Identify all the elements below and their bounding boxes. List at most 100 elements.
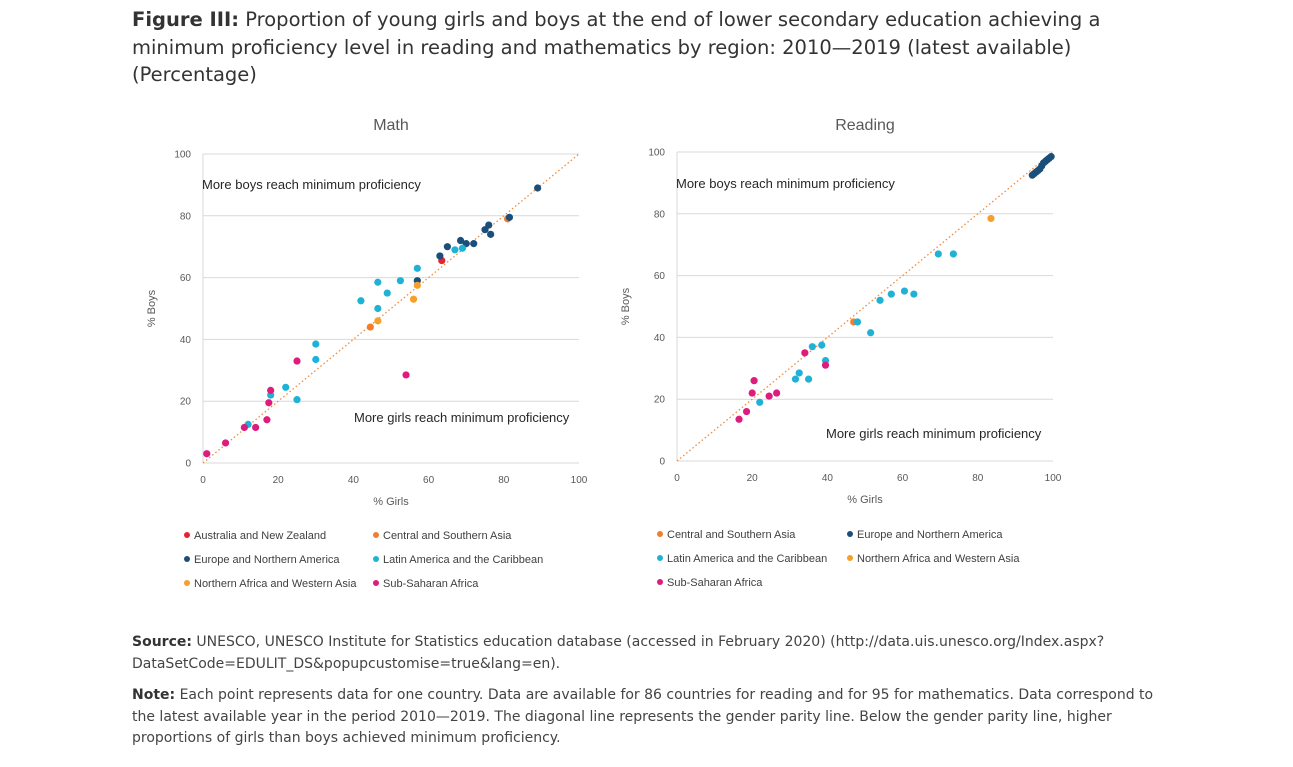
parity-line: [676, 151, 1054, 462]
data-point: [374, 304, 382, 313]
x-tick-label: 80: [498, 475, 510, 486]
series-northern-africa-and-western-asia: [374, 281, 421, 325]
data-point: [357, 297, 365, 305]
data-point: [900, 287, 909, 295]
data-point: [293, 396, 301, 404]
reading-legend: Central and Southern Asia Europe and Nort…: [657, 529, 1057, 599]
series-latin-america-and-the-caribbean: [244, 244, 467, 428]
data-point: [240, 423, 248, 432]
data-point: [748, 389, 756, 397]
chart-title: Math: [373, 117, 409, 134]
data-point: [750, 377, 758, 385]
note-text: Note: Each point represents data for one…: [132, 685, 1172, 750]
data-point: [470, 240, 478, 248]
x-tick-label: 40: [348, 475, 360, 486]
data-point: [505, 213, 514, 221]
legend-item-central-and-southern-asia: Central and Southern Asia: [373, 530, 511, 542]
series-latin-america-and-the-caribbean: [756, 250, 957, 406]
x-tick-label: 60: [423, 475, 435, 486]
figure-title-text: Proportion of young girls and boys at th…: [132, 8, 1101, 86]
data-point: [458, 244, 467, 252]
data-point: [409, 295, 418, 303]
data-point: [312, 340, 320, 348]
data-point: [396, 277, 404, 285]
legend-marker: [373, 556, 379, 562]
data-point: [742, 407, 751, 416]
x-axis-label: % Girls: [847, 494, 883, 506]
x-tick-label: 0: [674, 473, 680, 484]
series-sub-saharan-africa: [203, 357, 410, 458]
data-point: [263, 416, 271, 424]
legend-marker: [657, 531, 663, 537]
data-point: [867, 329, 875, 337]
data-point: [413, 264, 421, 272]
legend-label: Australia and New Zealand: [194, 530, 327, 542]
data-point: [805, 375, 813, 383]
legend-item-europe-and-northern-america: Europe and Northern America: [847, 529, 1003, 541]
data-point: [383, 289, 391, 297]
legend-label: Latin America and the Caribbean: [383, 554, 544, 566]
y-tick-label: 20: [654, 395, 666, 406]
data-point: [436, 252, 444, 260]
data-point: [374, 317, 382, 325]
legend-label: Europe and Northern America: [194, 554, 340, 566]
x-tick-label: 60: [897, 473, 909, 484]
data-point: [374, 278, 382, 286]
y-tick-label: 40: [180, 335, 192, 346]
legend-marker: [657, 579, 663, 585]
y-tick-label: 60: [654, 271, 666, 282]
data-point: [265, 399, 273, 407]
legend-item-central-and-southern-asia: Central and Southern Asia: [657, 529, 795, 541]
legend-label: Northern Africa and Western Asia: [857, 553, 1020, 565]
data-point: [485, 221, 493, 229]
data-point: [402, 371, 410, 379]
legend-marker: [373, 580, 379, 586]
legend-item-northern-africa-and-western-asia: Northern Africa and Western Asia: [184, 578, 356, 590]
source-text: Source: UNESCO, UNESCO Institute for Sta…: [132, 632, 1172, 675]
reading-svg: Reading 0 20 40 60 80 100 0 20 40 60 80 100 % Girls % …: [620, 117, 1062, 506]
data-point: [735, 415, 743, 423]
legend-item-europe-and-northern-america: Europe and Northern America: [184, 554, 340, 566]
x-tick-label: 0: [200, 475, 206, 486]
legend-item-sub-saharan-africa: Sub-Saharan Africa: [657, 577, 762, 589]
legend-marker: [184, 532, 190, 538]
data-point: [443, 243, 451, 251]
legend-label: Northern Africa and Western Asia: [194, 578, 357, 590]
legend-label: Central and Southern Asia: [667, 529, 796, 541]
data-point: [773, 389, 781, 397]
data-point: [293, 357, 301, 365]
reading-chart: Reading 0 20 40 60 80 100 0 20 40 60 80 100 % Girls % …: [598, 110, 1098, 510]
data-point: [487, 230, 495, 238]
annotation-more-boys: More boys reach minimum proficiency: [202, 177, 421, 192]
legend-label: Latin America and the Caribbean: [667, 553, 828, 565]
legend-item-australia-and-new-zealand: Australia and New Zealand: [184, 530, 326, 542]
source-label: Source:: [132, 634, 192, 650]
y-tick-label: 80: [180, 211, 192, 222]
x-tick-label: 100: [1045, 473, 1062, 484]
data-point: [887, 290, 895, 298]
x-axis-label: % Girls: [373, 496, 409, 508]
data-point: [282, 383, 290, 391]
data-point: [791, 375, 800, 383]
data-point: [1047, 153, 1055, 161]
legend-label: Sub-Saharan Africa: [667, 577, 763, 589]
legend-marker: [657, 555, 663, 561]
y-axis-label: % Boys: [620, 287, 632, 325]
legend-label: Europe and Northern America: [857, 529, 1003, 541]
data-point: [987, 214, 995, 223]
series-sub-saharan-africa: [735, 349, 830, 423]
legend-marker: [847, 531, 853, 537]
parity-line: [202, 153, 580, 464]
legend-item-latin-america-and-the-caribbean: Latin America and the Caribbean: [657, 553, 827, 565]
figure-label: Figure III:: [132, 8, 240, 31]
annotation-more-boys: More boys reach minimum proficiency: [676, 176, 895, 191]
legend-marker: [184, 556, 190, 562]
data-point: [413, 281, 421, 289]
y-tick-label: 20: [180, 397, 192, 408]
y-tick-label: 0: [185, 459, 191, 470]
legend-marker: [847, 555, 853, 561]
x-tick-label: 80: [972, 473, 984, 484]
math-svg: Math 0 20 40 60 80 100 0 20 40 60 80 100 % Girls % Boy…: [146, 117, 588, 508]
data-point: [818, 341, 826, 349]
annotation-more-girls: More girls reach minimum proficiency: [354, 410, 570, 425]
